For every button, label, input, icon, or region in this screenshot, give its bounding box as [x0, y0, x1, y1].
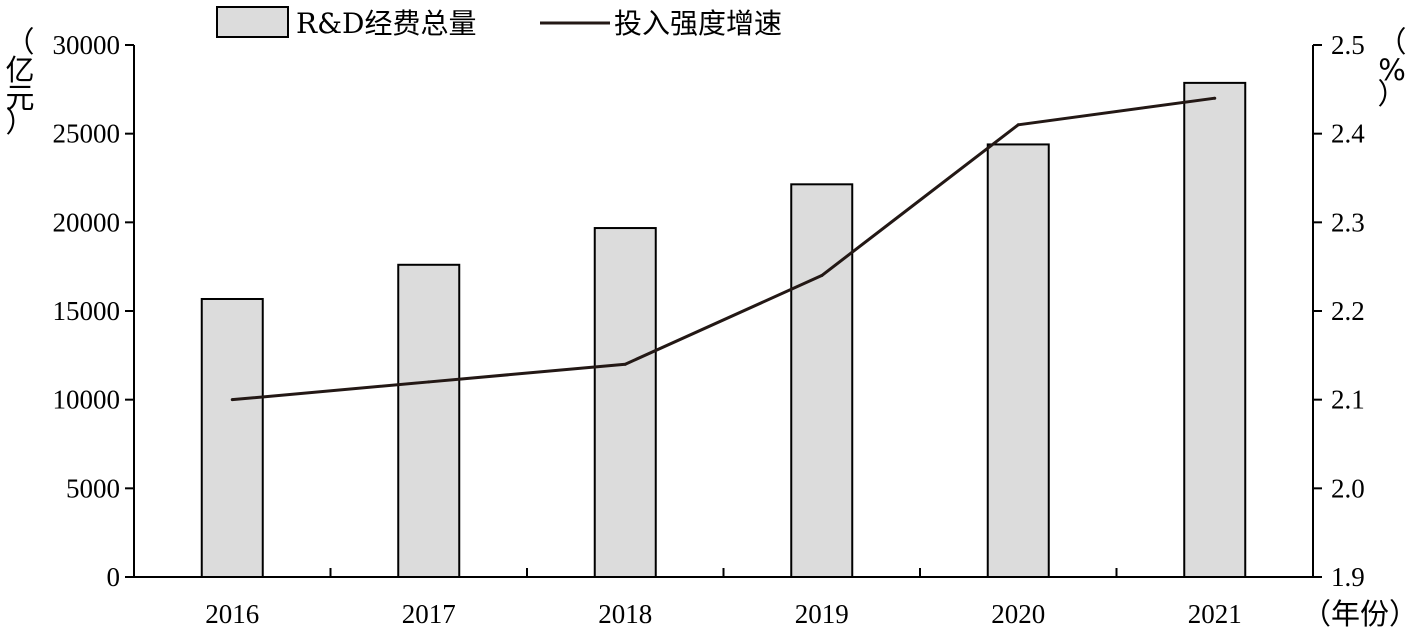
bar-2016	[200, 297, 264, 578]
y-right-unit-label: （ % ）	[1377, 25, 1406, 111]
x-tick-label-2020: 2020	[991, 599, 1045, 629]
y-left-unit-open: （	[5, 25, 34, 59]
legend-bar-swatch	[216, 6, 289, 38]
y-left-tick-label-5000: 5000	[66, 473, 120, 503]
line-series-path	[232, 96, 1215, 402]
x-tick-label-2019: 2019	[795, 599, 849, 629]
right-axis-ticks: 1.9 2.0 2.1 2.2 2.3 2.4 2.5	[1313, 30, 1365, 592]
y-left-tick-label-25000: 25000	[53, 119, 121, 149]
y-left-unit-label: （ 亿 元 ）	[5, 25, 34, 139]
bar-2021	[1183, 81, 1247, 579]
y-right-tick-label-1.9: 1.9	[1331, 562, 1365, 592]
legend: R&D经费总量 投入强度增速	[216, 6, 782, 40]
bar-2019	[790, 183, 854, 578]
line-point-2016	[230, 398, 234, 402]
y-left-tick-label-30000: 30000	[53, 30, 121, 60]
bar-2020	[986, 143, 1050, 579]
bar-2017	[397, 263, 461, 578]
y-right-tick-label-2.2: 2.2	[1331, 296, 1365, 326]
y-right-tick-label-2.1: 2.1	[1331, 385, 1365, 415]
y-right-unit-close: ）	[1377, 77, 1406, 111]
y-right-tick-label-2.0: 2.0	[1331, 473, 1365, 503]
y-left-tick-label-10000: 10000	[53, 385, 121, 415]
y-right-tick-label-2.3: 2.3	[1331, 207, 1365, 237]
x-tick-label-2018: 2018	[598, 599, 652, 629]
axes	[133, 45, 1314, 578]
y-left-tick-label-20000: 20000	[53, 207, 121, 237]
y-left-tick-label-0: 0	[107, 562, 121, 592]
line-series	[230, 96, 1217, 402]
x-tick-label-2016: 2016	[205, 599, 259, 629]
legend-bar-label: R&D经费总量	[296, 7, 476, 40]
legend-line-label: 投入强度增速	[614, 7, 782, 40]
y-right-unit-char-1: %	[1378, 53, 1406, 87]
x-tick-label-2017: 2017	[402, 599, 456, 629]
line-point-2017	[427, 380, 431, 384]
x-tick-label-2021: 2021	[1188, 599, 1242, 629]
bar-2018	[593, 227, 657, 579]
x-axis-ticks: 2016 2017 2018 2019 2020 2021	[205, 568, 1242, 629]
bars	[200, 81, 1247, 579]
x-unit-label: （年份）	[1302, 597, 1418, 631]
line-point-2020	[1016, 123, 1020, 127]
y-left-unit-char-1: 亿	[5, 53, 34, 87]
line-point-2019	[820, 274, 824, 278]
left-axis-ticks: 0 5000 10000 15000 20000 25000 30000	[53, 30, 134, 592]
y-left-unit-close: ）	[5, 105, 34, 139]
line-point-2021	[1213, 96, 1217, 100]
y-right-tick-label-2.5: 2.5	[1331, 30, 1365, 60]
y-right-unit-open: （	[1377, 25, 1406, 59]
line-point-2018	[623, 362, 627, 366]
y-right-tick-label-2.4: 2.4	[1331, 119, 1365, 149]
y-left-tick-label-15000: 15000	[53, 296, 121, 326]
y-left-unit-char-2: 元	[5, 81, 34, 115]
